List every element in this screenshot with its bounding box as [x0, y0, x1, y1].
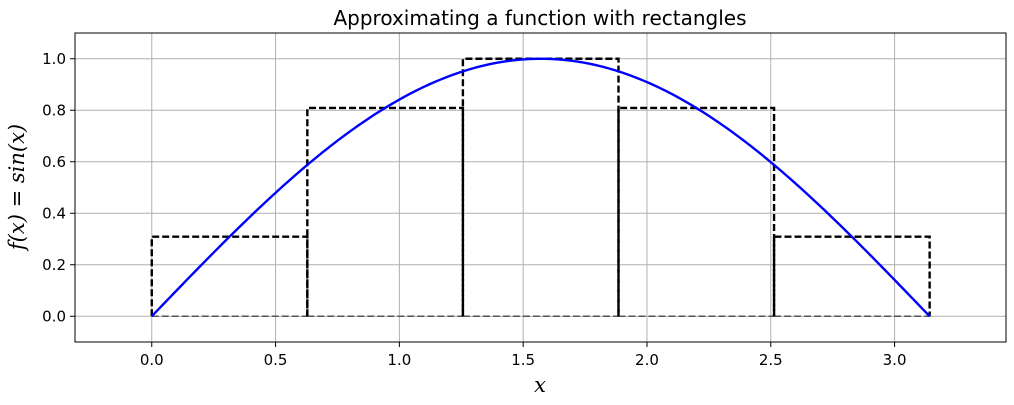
y-tick-label: 0.2 — [42, 256, 66, 274]
x-tick-label: 1.0 — [387, 351, 411, 369]
x-axis-label: x — [534, 373, 546, 397]
y-tick-label: 0.6 — [42, 153, 66, 171]
y-tick-label: 0.8 — [42, 101, 66, 119]
x-ticks: 0.0 0.5 1.0 1.5 2.0 2.5 3.0 — [140, 342, 907, 369]
x-tick-label: 0.5 — [264, 351, 288, 369]
y-tick-label: 1.0 — [42, 50, 66, 68]
y-tick-label: 0.0 — [42, 307, 66, 325]
y-axis-label: f(x) = sin(x) — [5, 124, 29, 252]
x-tick-label: 2.0 — [635, 351, 659, 369]
rectangle — [306, 106, 465, 317]
chart-title: Approximating a function with rectangles — [333, 6, 746, 30]
rectangle — [617, 106, 776, 317]
y-ticks: 0.0 0.2 0.4 0.6 0.8 1.0 — [42, 50, 75, 325]
x-tick-label: 0.0 — [140, 351, 164, 369]
rectangle — [461, 57, 620, 317]
sin-curve — [150, 57, 931, 318]
x-tick-label: 2.5 — [759, 351, 783, 369]
grid — [75, 33, 1006, 342]
x-tick-label: 1.5 — [511, 351, 535, 369]
rectangle — [772, 235, 931, 317]
x-tick-label: 3.0 — [883, 351, 907, 369]
plot-frame — [74, 32, 1007, 343]
rectangle — [150, 235, 309, 317]
rectangles — [150, 57, 931, 317]
y-tick-label: 0.4 — [42, 204, 66, 222]
